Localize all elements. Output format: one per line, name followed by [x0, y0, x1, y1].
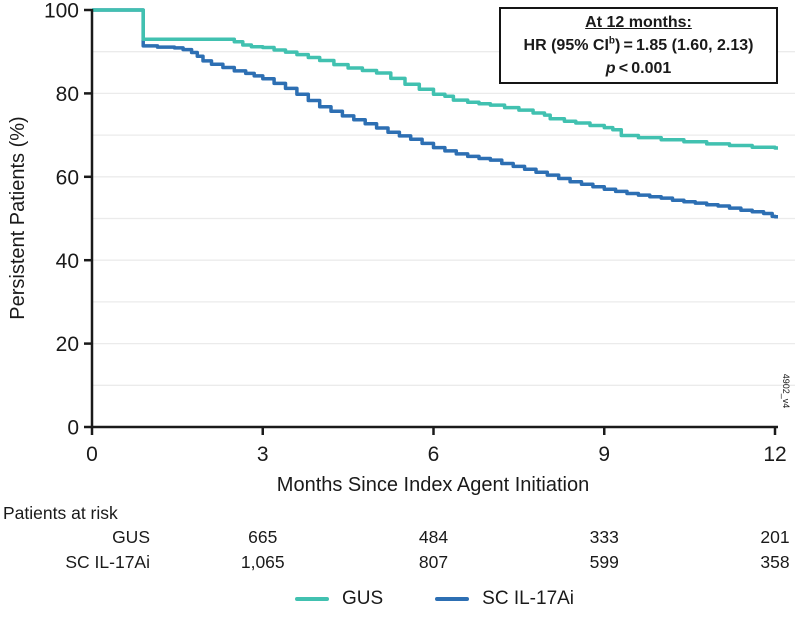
km-curve-gus: [92, 8, 778, 150]
annotation-p-line: p < 0.001: [605, 60, 672, 77]
tick-marks: [84, 8, 777, 435]
km-curve-sc-il-17ai: [92, 8, 778, 219]
y-tick-label: 20: [56, 333, 79, 356]
legend-item: GUS: [294, 588, 384, 610]
x-tick-label: 6: [428, 443, 440, 466]
legend-label: GUS: [341, 588, 384, 609]
legend-swatch: [435, 597, 470, 601]
risk-row-label: SC IL-17Ai: [65, 552, 150, 572]
risk-value: 1,065: [240, 552, 285, 572]
y-tick-label: 100: [44, 0, 79, 23]
legend-label: SC IL-17Ai: [482, 588, 575, 609]
annotation-hr-line: HR (95% CIb) = 1.85 (1.60, 2.13): [523, 35, 754, 54]
y-tick-label: 80: [56, 83, 79, 106]
tick-labels: 0 20 40 60 80 100 0 3 6 9 12: [44, 0, 787, 466]
x-axis-title: Months Since Index Agent Initiation: [277, 474, 589, 496]
legend: GUS SC IL-17Ai: [92, 588, 777, 610]
risk-value: 333: [589, 527, 619, 547]
x-tick-label: 9: [598, 443, 610, 466]
y-tick-label: 0: [67, 417, 79, 440]
x-tick-label: 12: [763, 443, 786, 466]
gridlines: [92, 51, 795, 386]
risk-table-title: Patients at risk: [3, 503, 118, 523]
x-tick-label: 3: [257, 443, 269, 466]
y-tick-label: 60: [56, 166, 79, 189]
risk-value: 807: [418, 552, 449, 572]
km-curves: [92, 8, 778, 219]
annotation-box: At 12 months: HR (95% CIb) = 1.85 (1.60,…: [499, 7, 778, 84]
risk-value: 201: [760, 527, 790, 547]
risk-value: 665: [248, 527, 278, 547]
risk-row-label: GUS: [112, 527, 150, 547]
figure-version-watermark: 4902_v4: [781, 374, 791, 409]
legend-item: SC IL-17Ai: [435, 588, 574, 610]
risk-value: 484: [418, 527, 449, 547]
risk-value: 599: [589, 552, 619, 572]
x-tick-label: 0: [86, 443, 98, 466]
y-tick-label: 40: [56, 250, 79, 273]
annotation-hr-superscript: b: [608, 35, 615, 47]
annotation-title: At 12 months:: [585, 14, 692, 31]
legend-swatch: [294, 597, 329, 601]
risk-value: 358: [760, 552, 790, 572]
y-axis-title: Persistent Patients (%): [7, 116, 29, 319]
